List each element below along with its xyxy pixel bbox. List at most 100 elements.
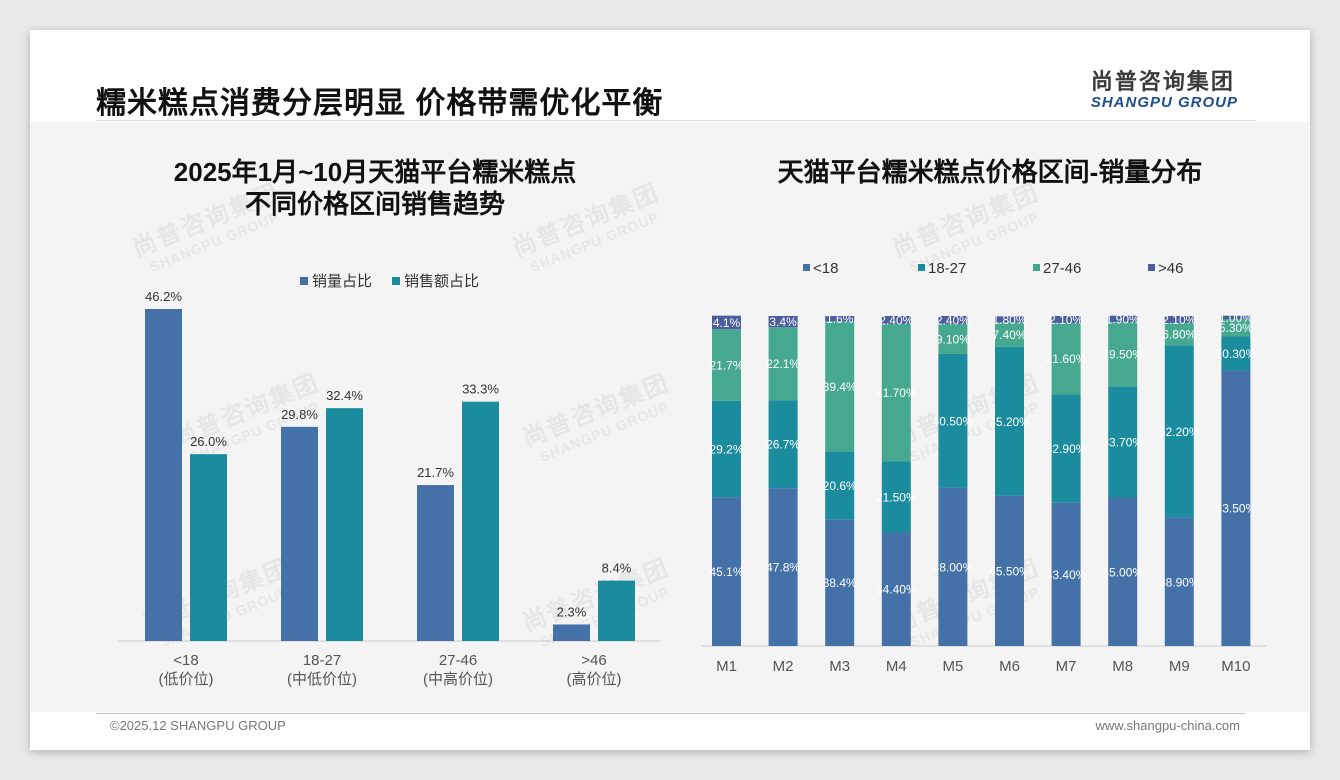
stacked-bar-segment (825, 321, 855, 452)
x-tick-label: M2 (773, 658, 794, 675)
segment-label: 21.60% (1046, 352, 1087, 366)
x-tick-sublabel: (低价位) (159, 671, 214, 688)
stacked-bar-segment (712, 400, 741, 498)
stacked-bar-segment (1108, 386, 1138, 498)
stacked-bar-segment (825, 519, 855, 646)
segment-label: 10.30% (1216, 347, 1257, 361)
segment-label: 33.70% (1102, 435, 1143, 449)
company-logo: 尚普咨询集团 SHANGPU GROUP (1091, 64, 1238, 111)
data-label: 29.8% (281, 407, 318, 422)
legend-label: 27-46 (1043, 260, 1081, 277)
footer-website: www.shangpu-china.com (1095, 718, 1240, 733)
data-label: 2.3% (557, 604, 587, 619)
left-chart-title: 2025年1月~10月天猫平台糯米糕点 不同价格区间销售趋势 (130, 156, 620, 220)
stacked-bar-segment (768, 327, 798, 401)
x-tick-label: M5 (942, 658, 963, 675)
stacked-bar-segment (1221, 315, 1251, 319)
segment-label: 1.00% (1219, 311, 1253, 325)
segment-label: 45.50% (989, 564, 1030, 578)
x-tick-label: 18-27 (303, 652, 341, 669)
segment-label: 5.30% (1219, 321, 1253, 335)
stacked-bar-segment (1221, 336, 1251, 371)
bar (598, 580, 635, 641)
segment-label: 1.90% (1106, 312, 1140, 326)
stacked-bar-segment (768, 400, 798, 489)
segment-label: 2.10% (1049, 313, 1083, 327)
stacked-bar-segment (1221, 318, 1251, 337)
segment-label: 4.1% (713, 316, 741, 330)
stacked-bar-segment (712, 329, 741, 401)
data-label: 26.0% (190, 434, 227, 449)
footer-copyright: ©2025.12 SHANGPU GROUP (110, 718, 286, 733)
legend-swatch (1033, 264, 1040, 271)
x-tick-label: M4 (886, 658, 907, 675)
x-tick-label: M3 (829, 658, 850, 675)
stacked-bar-segment (995, 322, 1024, 347)
data-label: 32.4% (326, 388, 363, 403)
stacked-bar-segment (1108, 315, 1138, 322)
x-tick-label: M6 (999, 658, 1020, 675)
stacked-bar-segment (825, 316, 855, 322)
data-label: 8.4% (602, 561, 632, 576)
stacked-bar-segment (1051, 322, 1081, 395)
segment-label: 32.90% (1046, 442, 1087, 456)
stacked-bar-segment (938, 487, 968, 646)
segment-label: 38.90% (1159, 575, 1200, 589)
data-label: 21.7% (417, 465, 454, 480)
title-divider (96, 120, 1256, 121)
segment-label: 9.10% (936, 332, 970, 346)
stacked-bar-segment (1164, 322, 1194, 346)
legend-swatch (803, 264, 810, 271)
segment-label: 19.50% (1102, 348, 1143, 362)
segment-label: 2.10% (1162, 313, 1196, 327)
legend-swatch (1148, 264, 1155, 271)
stacked-bar-segment (1051, 394, 1081, 503)
segment-label: 2.40% (936, 313, 970, 327)
segment-label: 52.20% (1159, 425, 1200, 439)
x-tick-label: <18 (173, 652, 198, 669)
x-tick-label: M10 (1221, 658, 1250, 675)
segment-label: 41.70% (876, 386, 917, 400)
stacked-bar-segment (825, 451, 855, 520)
left-chart-title-line1: 2025年1月~10月天猫平台糯米糕点 (173, 157, 577, 187)
x-tick-sublabel: (高价位) (567, 671, 622, 688)
segment-label: 43.40% (1046, 568, 1087, 582)
monthly-stacked-bar-chart: <18 18-27 27-46 >46 45.1% 29.2% 21.7% 4.1% M1 47.… (702, 260, 1266, 675)
stacked-bar-segment (881, 316, 911, 324)
stacked-bar-segment (938, 323, 968, 354)
stacked-bar-segment (938, 316, 968, 324)
legend-swatch (392, 277, 400, 285)
bar (417, 485, 454, 641)
logo-chinese-text: 尚普咨询集团 (1090, 69, 1235, 94)
legend-label: 18-27 (928, 260, 966, 277)
stacked-bar-segment (768, 316, 798, 328)
legend-swatch (918, 264, 925, 271)
legend-label: >46 (1158, 260, 1183, 277)
logo-english-text: SHANGPU GROUP (1090, 94, 1238, 111)
stacked-bar-segment (768, 488, 798, 646)
segment-label: 1.6% (826, 312, 854, 326)
stacked-bar-segment (1051, 316, 1081, 323)
segment-label: 26.7% (766, 438, 800, 452)
stacked-bar-segment (881, 461, 911, 533)
stacked-bar-segment (1051, 502, 1081, 646)
segment-label: 83.50% (1216, 502, 1257, 516)
segment-label: 48.00% (933, 560, 974, 574)
segment-label: 47.8% (766, 561, 800, 575)
x-tick-label: >46 (581, 652, 606, 669)
segment-label: 21.50% (876, 491, 917, 505)
segment-label: 45.20% (989, 415, 1030, 429)
slide: 糯米糕点消费分层明显 价格带需优化平衡 尚普咨询集团 SHANGPU GROUP… (30, 30, 1310, 750)
bar (190, 454, 227, 641)
stacked-bar-segment (1221, 370, 1251, 646)
right-chart-title: 天猫平台糯米糕点价格区间-销量分布 (777, 157, 1203, 187)
stacked-bar-segment (712, 315, 741, 330)
segment-label: 3.4% (769, 315, 797, 329)
bar (145, 309, 182, 641)
segment-label: 29.2% (709, 442, 743, 456)
x-tick-label: 27-46 (439, 652, 477, 669)
segment-label: 21.7% (709, 359, 743, 373)
legend-swatch (300, 277, 308, 285)
bar (281, 426, 318, 641)
x-tick-label: M1 (716, 658, 737, 675)
